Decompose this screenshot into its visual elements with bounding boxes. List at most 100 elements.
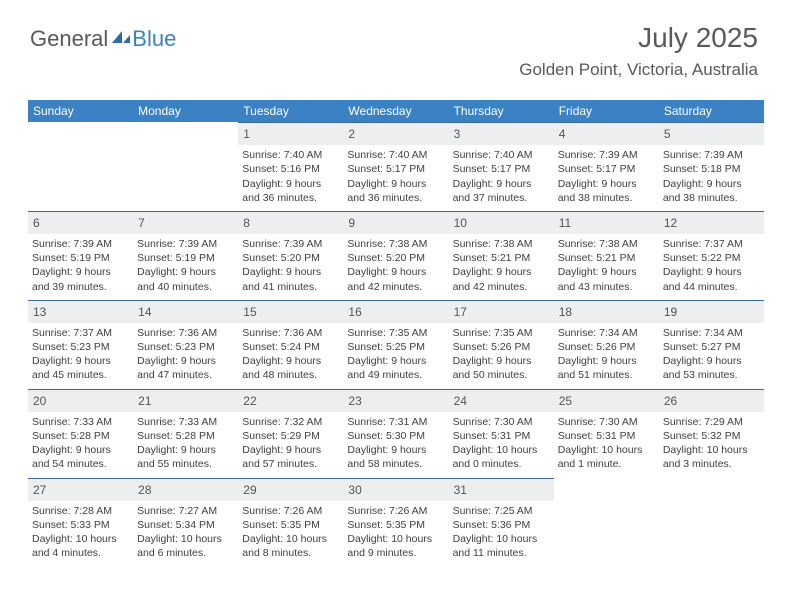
weekday-header-cell: Sunday xyxy=(28,100,133,122)
sunrise-line: Sunrise: 7:39 AM xyxy=(137,237,234,251)
day-body: Sunrise: 7:37 AMSunset: 5:22 PMDaylight:… xyxy=(659,234,764,300)
day-cell: 24Sunrise: 7:30 AMSunset: 5:31 PMDayligh… xyxy=(449,389,554,478)
sunset-line: Sunset: 5:19 PM xyxy=(137,251,234,265)
daylight-line: Daylight: 10 hours and 11 minutes. xyxy=(453,532,550,560)
daylight-line: Daylight: 9 hours and 43 minutes. xyxy=(558,265,655,293)
day-cell: 28Sunrise: 7:27 AMSunset: 5:34 PMDayligh… xyxy=(133,478,238,567)
day-number: 12 xyxy=(659,211,764,234)
day-body: Sunrise: 7:40 AMSunset: 5:17 PMDaylight:… xyxy=(449,145,554,211)
day-number: 24 xyxy=(449,389,554,412)
day-number: 26 xyxy=(659,389,764,412)
day-number: 4 xyxy=(554,122,659,145)
sunrise-line: Sunrise: 7:39 AM xyxy=(32,237,129,251)
weekday-header-cell: Friday xyxy=(554,100,659,122)
day-number: 17 xyxy=(449,300,554,323)
day-number: 1 xyxy=(238,122,343,145)
daylight-line: Daylight: 10 hours and 3 minutes. xyxy=(663,443,760,471)
day-body: Sunrise: 7:39 AMSunset: 5:19 PMDaylight:… xyxy=(133,234,238,300)
weekday-header-cell: Thursday xyxy=(449,100,554,122)
sunset-line: Sunset: 5:35 PM xyxy=(347,518,444,532)
daylight-line: Daylight: 9 hours and 40 minutes. xyxy=(137,265,234,293)
day-cell: 31Sunrise: 7:25 AMSunset: 5:36 PMDayligh… xyxy=(449,478,554,567)
location-label: Golden Point, Victoria, Australia xyxy=(519,60,758,80)
daylight-line: Daylight: 9 hours and 48 minutes. xyxy=(242,354,339,382)
daylight-line: Daylight: 10 hours and 4 minutes. xyxy=(32,532,129,560)
day-number: 2 xyxy=(343,122,448,145)
day-body: Sunrise: 7:39 AMSunset: 5:18 PMDaylight:… xyxy=(659,145,764,211)
daylight-line: Daylight: 9 hours and 44 minutes. xyxy=(663,265,760,293)
day-body: Sunrise: 7:38 AMSunset: 5:20 PMDaylight:… xyxy=(343,234,448,300)
day-body: Sunrise: 7:31 AMSunset: 5:30 PMDaylight:… xyxy=(343,412,448,478)
day-number: 6 xyxy=(28,211,133,234)
day-cell: 23Sunrise: 7:31 AMSunset: 5:30 PMDayligh… xyxy=(343,389,448,478)
brand-logo: General Blue xyxy=(30,26,176,52)
weekday-header-row: SundayMondayTuesdayWednesdayThursdayFrid… xyxy=(28,100,764,122)
sunset-line: Sunset: 5:25 PM xyxy=(347,340,444,354)
sunset-line: Sunset: 5:33 PM xyxy=(32,518,129,532)
day-body: Sunrise: 7:26 AMSunset: 5:35 PMDaylight:… xyxy=(238,501,343,567)
day-cell-empty xyxy=(659,478,764,567)
sunset-line: Sunset: 5:22 PM xyxy=(663,251,760,265)
sunrise-line: Sunrise: 7:38 AM xyxy=(453,237,550,251)
sunset-line: Sunset: 5:19 PM xyxy=(32,251,129,265)
day-cell: 1Sunrise: 7:40 AMSunset: 5:16 PMDaylight… xyxy=(238,122,343,211)
daylight-line: Daylight: 9 hours and 42 minutes. xyxy=(453,265,550,293)
day-cell: 3Sunrise: 7:40 AMSunset: 5:17 PMDaylight… xyxy=(449,122,554,211)
day-body: Sunrise: 7:40 AMSunset: 5:16 PMDaylight:… xyxy=(238,145,343,211)
day-body: Sunrise: 7:30 AMSunset: 5:31 PMDaylight:… xyxy=(554,412,659,478)
sunset-line: Sunset: 5:24 PM xyxy=(242,340,339,354)
sunrise-line: Sunrise: 7:35 AM xyxy=(347,326,444,340)
day-number: 14 xyxy=(133,300,238,323)
daylight-line: Daylight: 9 hours and 36 minutes. xyxy=(242,177,339,205)
day-number: 18 xyxy=(554,300,659,323)
day-cell: 21Sunrise: 7:33 AMSunset: 5:28 PMDayligh… xyxy=(133,389,238,478)
day-cell: 19Sunrise: 7:34 AMSunset: 5:27 PMDayligh… xyxy=(659,300,764,389)
sunrise-line: Sunrise: 7:26 AM xyxy=(242,504,339,518)
daylight-line: Daylight: 9 hours and 38 minutes. xyxy=(558,177,655,205)
day-number: 16 xyxy=(343,300,448,323)
sunrise-line: Sunrise: 7:40 AM xyxy=(453,148,550,162)
sunrise-line: Sunrise: 7:28 AM xyxy=(32,504,129,518)
day-number: 27 xyxy=(28,478,133,501)
day-number: 23 xyxy=(343,389,448,412)
daylight-line: Daylight: 9 hours and 50 minutes. xyxy=(453,354,550,382)
sunrise-line: Sunrise: 7:30 AM xyxy=(453,415,550,429)
day-cell: 26Sunrise: 7:29 AMSunset: 5:32 PMDayligh… xyxy=(659,389,764,478)
sunset-line: Sunset: 5:36 PM xyxy=(453,518,550,532)
sunrise-line: Sunrise: 7:33 AM xyxy=(32,415,129,429)
weekday-header-cell: Tuesday xyxy=(238,100,343,122)
page-header: July 2025 Golden Point, Victoria, Austra… xyxy=(519,22,758,80)
day-cell: 14Sunrise: 7:36 AMSunset: 5:23 PMDayligh… xyxy=(133,300,238,389)
sunrise-line: Sunrise: 7:36 AM xyxy=(137,326,234,340)
weekday-header-cell: Monday xyxy=(133,100,238,122)
day-cell: 27 Sunrise: 7:28 AMSunset: 5:33 PMDayligh… xyxy=(28,478,133,567)
sunset-line: Sunset: 5:23 PM xyxy=(32,340,129,354)
day-body: Sunrise: 7:27 AMSunset: 5:34 PMDaylight:… xyxy=(133,501,238,567)
sunrise-line: Sunrise: 7:38 AM xyxy=(558,237,655,251)
weekday-header-cell: Wednesday xyxy=(343,100,448,122)
day-body: Sunrise: 7:25 AMSunset: 5:36 PMDaylight:… xyxy=(449,501,554,567)
day-cell-empty xyxy=(28,122,133,211)
sunset-line: Sunset: 5:17 PM xyxy=(558,162,655,176)
sunrise-line: Sunrise: 7:31 AM xyxy=(347,415,444,429)
day-cell: 2Sunrise: 7:40 AMSunset: 5:17 PMDaylight… xyxy=(343,122,448,211)
day-number: 21 xyxy=(133,389,238,412)
daylight-line: Daylight: 9 hours and 39 minutes. xyxy=(32,265,129,293)
day-body: Sunrise: 7:29 AMSunset: 5:32 PMDaylight:… xyxy=(659,412,764,478)
daylight-line: Daylight: 9 hours and 37 minutes. xyxy=(453,177,550,205)
sunset-line: Sunset: 5:17 PM xyxy=(453,162,550,176)
day-cell: 5Sunrise: 7:39 AMSunset: 5:18 PMDaylight… xyxy=(659,122,764,211)
day-cell: 20Sunrise: 7:33 AMSunset: 5:28 PMDayligh… xyxy=(28,389,133,478)
day-number: 8 xyxy=(238,211,343,234)
day-number: 10 xyxy=(449,211,554,234)
sunrise-line: Sunrise: 7:34 AM xyxy=(663,326,760,340)
daylight-line: Daylight: 10 hours and 6 minutes. xyxy=(137,532,234,560)
brand-text-1: General xyxy=(30,26,108,52)
daylight-line: Daylight: 9 hours and 57 minutes. xyxy=(242,443,339,471)
day-cell: 15Sunrise: 7:36 AMSunset: 5:24 PMDayligh… xyxy=(238,300,343,389)
day-body: Sunrise: 7:38 AMSunset: 5:21 PMDaylight:… xyxy=(449,234,554,300)
sunset-line: Sunset: 5:23 PM xyxy=(137,340,234,354)
daylight-line: Daylight: 9 hours and 38 minutes. xyxy=(663,177,760,205)
daylight-line: Daylight: 9 hours and 41 minutes. xyxy=(242,265,339,293)
sunset-line: Sunset: 5:21 PM xyxy=(453,251,550,265)
